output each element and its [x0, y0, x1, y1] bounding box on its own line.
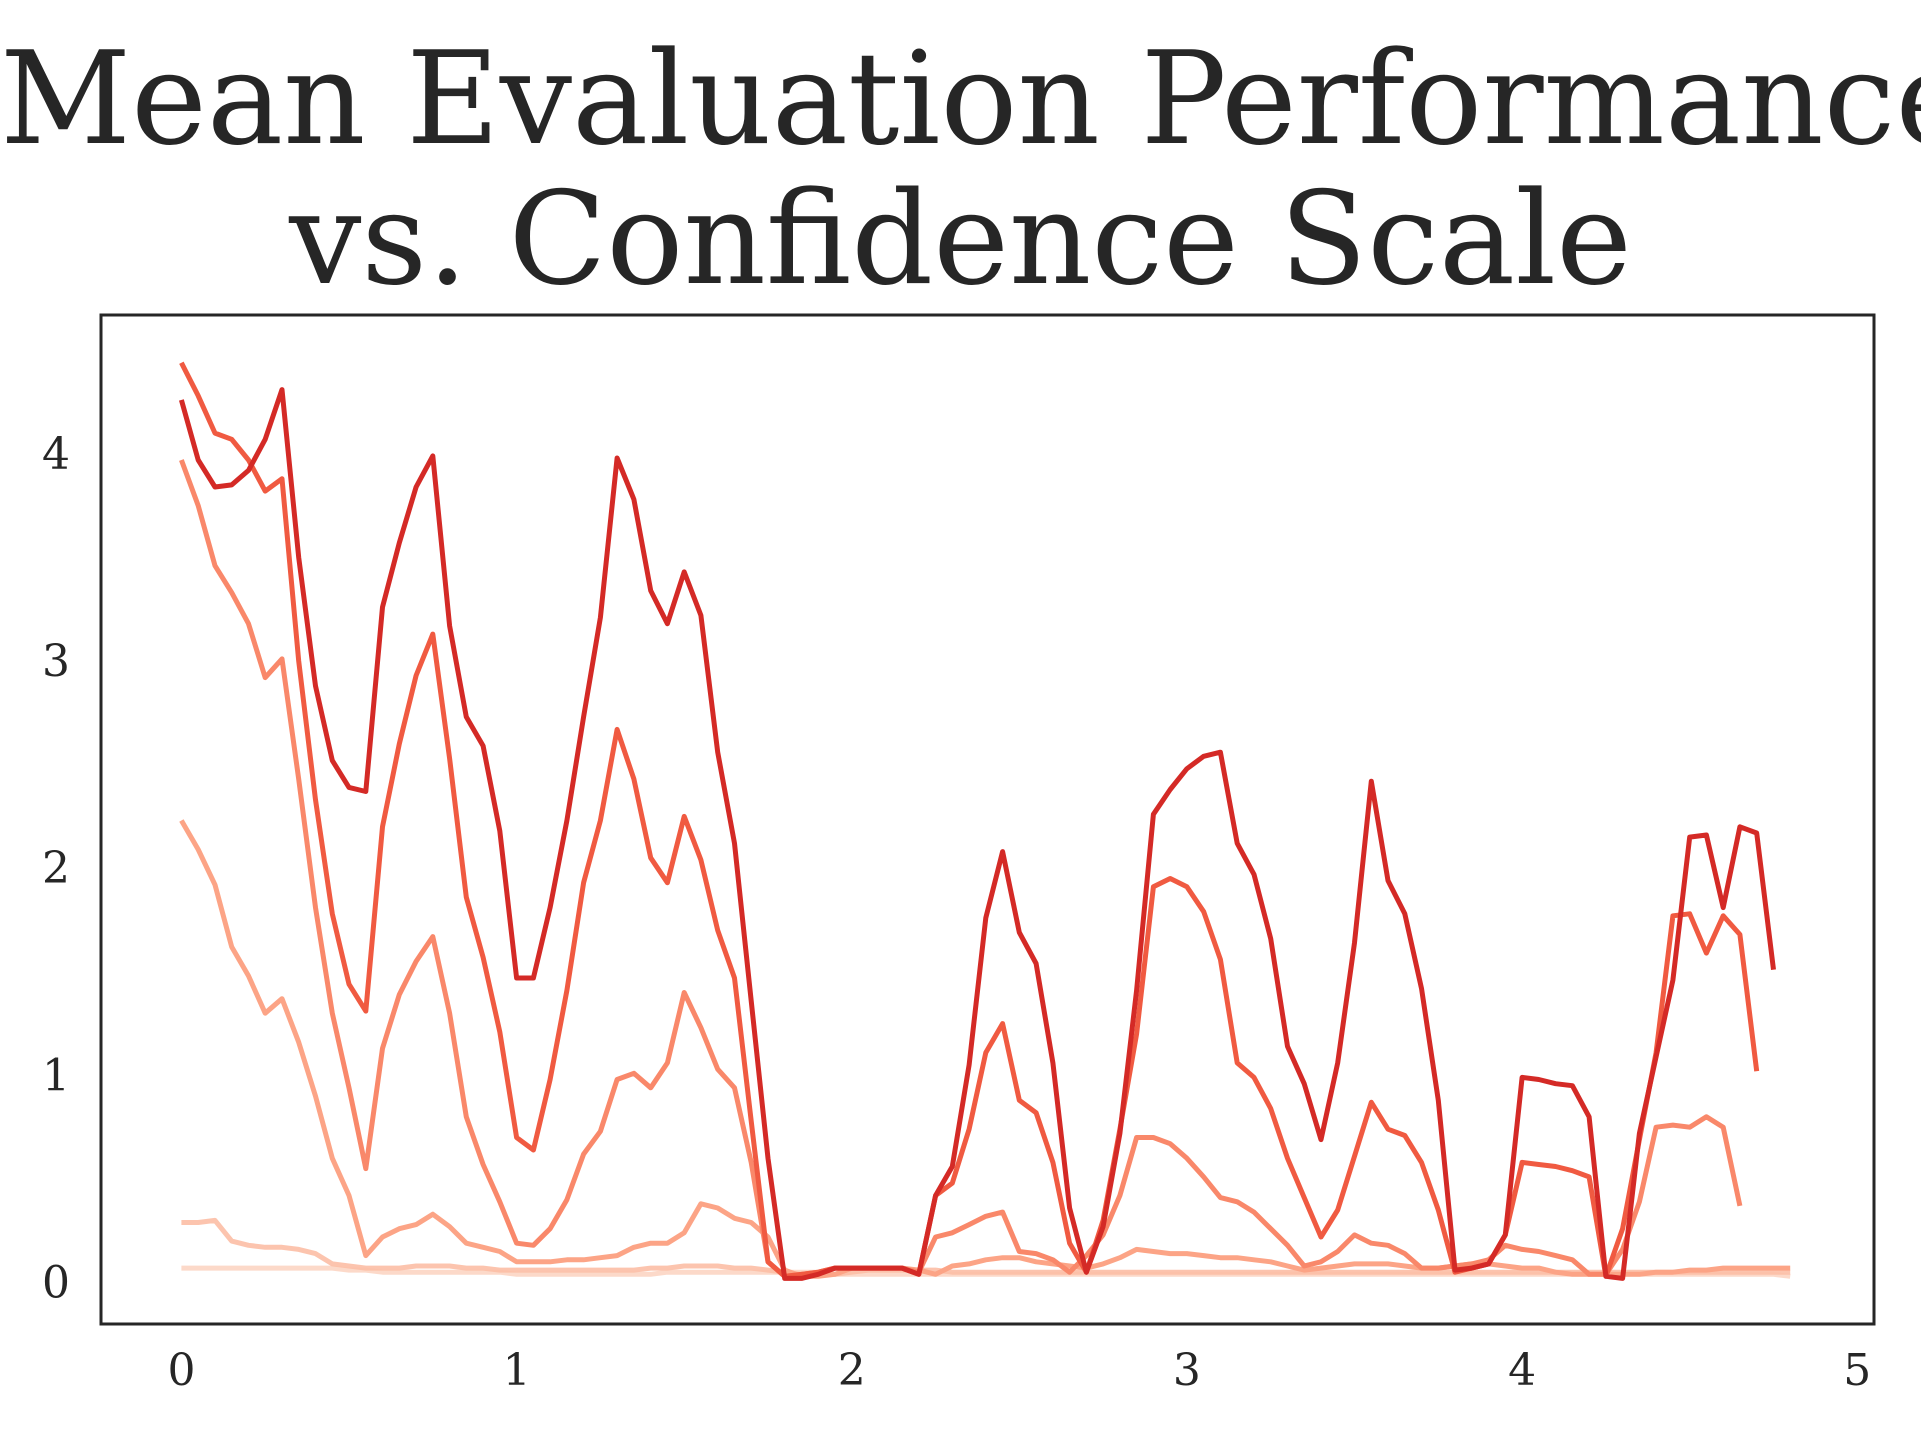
x-tick-label: 5: [1843, 1345, 1871, 1396]
x-axis-ticks: 0 1 2 3 4 5: [167, 1345, 1871, 1396]
y-tick-label: 4: [42, 429, 70, 480]
series-line-5: [178, 387, 1776, 1281]
chart-title-line-2: vs. Confidence Scale: [289, 165, 1632, 314]
plot-frame: [99, 313, 1876, 1326]
series-line-2: [179, 819, 1791, 1279]
chart-title-line-1: Mean Evaluation Performance: [0, 25, 1921, 174]
chart-title: Mean Evaluation Performance vs. Confiden…: [0, 30, 1921, 310]
x-tick-label: 1: [503, 1345, 531, 1396]
y-tick-label: 2: [42, 843, 70, 894]
y-axis-ticks: 0 1 2 3 4: [42, 429, 70, 1309]
y-tick-label: 3: [42, 636, 70, 687]
x-tick-label: 2: [838, 1345, 866, 1396]
series-line-4: [179, 361, 1760, 1279]
series-layer: [178, 361, 1791, 1281]
series-line-1: [181, 1217, 1791, 1277]
x-tick-label: 3: [1173, 1345, 1201, 1396]
x-tick-label: 4: [1508, 1345, 1536, 1396]
y-tick-label: 1: [42, 1050, 70, 1101]
y-tick-label: 0: [42, 1258, 70, 1309]
series-line-3: [179, 459, 1743, 1279]
x-tick-label: 0: [167, 1345, 195, 1396]
